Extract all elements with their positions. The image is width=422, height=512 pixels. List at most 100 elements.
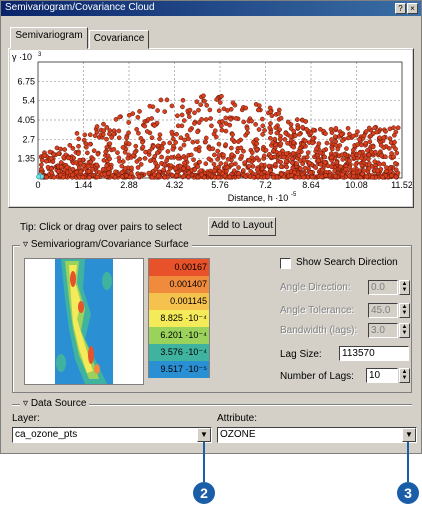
scatter-point[interactable] <box>202 98 207 104</box>
scatter-point[interactable] <box>164 158 169 164</box>
attribute-dropdown[interactable]: OZONE <box>217 427 417 443</box>
scatter-point[interactable] <box>212 128 218 134</box>
scatter-point[interactable] <box>126 120 132 125</box>
scatter-point[interactable] <box>261 153 267 159</box>
scatter-point[interactable] <box>236 139 241 144</box>
scatter-point[interactable] <box>116 135 122 141</box>
scatter-point[interactable] <box>267 125 273 131</box>
scatter-point[interactable] <box>381 135 387 140</box>
scatter-point[interactable] <box>322 159 328 165</box>
scatter-point[interactable] <box>273 125 279 130</box>
scatter-point[interactable] <box>116 155 122 161</box>
scatter-point[interactable] <box>195 129 200 135</box>
scatter-point[interactable] <box>182 137 188 143</box>
scatter-point[interactable] <box>339 138 345 143</box>
scatter-point[interactable] <box>80 174 86 180</box>
scatter-point[interactable] <box>152 123 157 128</box>
layer-dropdown[interactable]: ca_ozone_pts <box>12 427 212 443</box>
scatter-point[interactable] <box>248 168 254 174</box>
scatter-point[interactable] <box>157 136 162 142</box>
scatter-point[interactable] <box>366 152 372 158</box>
scatter-point[interactable] <box>260 116 265 122</box>
scatter-point[interactable] <box>39 162 44 168</box>
scatter-point[interactable] <box>153 160 158 166</box>
scatter-point[interactable] <box>353 162 358 168</box>
scatter-point[interactable] <box>219 123 224 129</box>
scatter-point[interactable] <box>242 160 247 166</box>
scatter-point[interactable] <box>221 106 227 112</box>
scatter-point[interactable] <box>174 173 179 178</box>
scatter-point[interactable] <box>120 145 126 150</box>
scatter-point[interactable] <box>393 160 398 166</box>
scatter-point[interactable] <box>161 167 167 173</box>
scatter-point[interactable] <box>170 136 176 142</box>
scatter-point[interactable] <box>290 151 296 156</box>
scatter-point[interactable] <box>94 124 100 129</box>
scatter-point[interactable] <box>301 157 307 163</box>
scatter-point[interactable] <box>377 161 383 167</box>
scatter-point[interactable] <box>90 156 96 162</box>
angle-tolerance-input[interactable]: 45.0 <box>368 303 398 318</box>
scatter-point[interactable] <box>104 125 110 130</box>
scatter-point[interactable] <box>350 153 356 158</box>
semivariogram-cloud-chart[interactable]: 0 1.44 2.88 4.32 5.76 7.2 8.64 10.08 11.52 1.35 2.… <box>10 50 412 206</box>
scatter-point[interactable] <box>367 139 373 145</box>
scatter-point[interactable] <box>272 136 278 142</box>
scatter-point[interactable] <box>111 146 117 152</box>
scatter-point[interactable] <box>156 173 161 179</box>
bandwidth-spinner[interactable]: ▲ ▼ <box>399 323 410 338</box>
scatter-point[interactable] <box>345 126 351 131</box>
scatter-point[interactable] <box>39 166 44 172</box>
scatter-point[interactable] <box>268 154 274 160</box>
scatter-point[interactable] <box>243 105 249 111</box>
scatter-point[interactable] <box>124 135 129 141</box>
scatter-point[interactable] <box>238 145 244 151</box>
scatter-point[interactable] <box>101 128 107 134</box>
scatter-point[interactable] <box>209 123 214 129</box>
scatter-point[interactable] <box>300 124 305 130</box>
scatter-point[interactable] <box>116 128 122 134</box>
scatter-point[interactable] <box>138 135 144 141</box>
scatter-point[interactable] <box>204 103 210 108</box>
scatter-point[interactable] <box>174 131 179 137</box>
scatter-point[interactable] <box>334 160 339 165</box>
scatter-point[interactable] <box>119 169 125 175</box>
scatter-point[interactable] <box>179 112 185 118</box>
scatter-point[interactable] <box>70 166 76 172</box>
scatter-point[interactable] <box>253 122 258 127</box>
scatter-point[interactable] <box>389 173 394 178</box>
scatter-point[interactable] <box>303 119 309 124</box>
scatter-point[interactable] <box>324 140 330 146</box>
scatter-point[interactable] <box>241 148 246 154</box>
scatter-point[interactable] <box>305 150 311 155</box>
scatter-point[interactable] <box>208 116 213 121</box>
scatter-point[interactable] <box>391 154 397 160</box>
scatter-point[interactable] <box>216 141 222 147</box>
scatter-point[interactable] <box>323 131 328 136</box>
scatter-point[interactable] <box>394 150 400 156</box>
scatter-point[interactable] <box>340 157 346 162</box>
scatter-point[interactable] <box>126 141 132 147</box>
scatter-point[interactable] <box>395 125 401 131</box>
scatter-point[interactable] <box>351 170 357 176</box>
scatter-point[interactable] <box>289 172 295 178</box>
scatter-point[interactable] <box>48 156 54 161</box>
scatter-point[interactable] <box>49 170 55 176</box>
scatter-point[interactable] <box>100 166 106 172</box>
scatter-point[interactable] <box>283 151 289 157</box>
scatter-point[interactable] <box>49 166 54 172</box>
scatter-point[interactable] <box>223 128 229 134</box>
scatter-point[interactable] <box>106 170 112 176</box>
scatter-points[interactable] <box>38 93 401 180</box>
scatter-point[interactable] <box>269 113 275 119</box>
scatter-point[interactable] <box>107 156 112 162</box>
scatter-point[interactable] <box>186 170 192 176</box>
lag-size-input[interactable]: 113570 <box>339 346 409 361</box>
scatter-point[interactable] <box>76 136 82 142</box>
scatter-point[interactable] <box>229 137 235 142</box>
scatter-point[interactable] <box>149 116 155 121</box>
scatter-point[interactable] <box>142 123 148 129</box>
scatter-point[interactable] <box>107 131 112 137</box>
scatter-point[interactable] <box>112 174 118 180</box>
scatter-point[interactable] <box>175 123 181 129</box>
